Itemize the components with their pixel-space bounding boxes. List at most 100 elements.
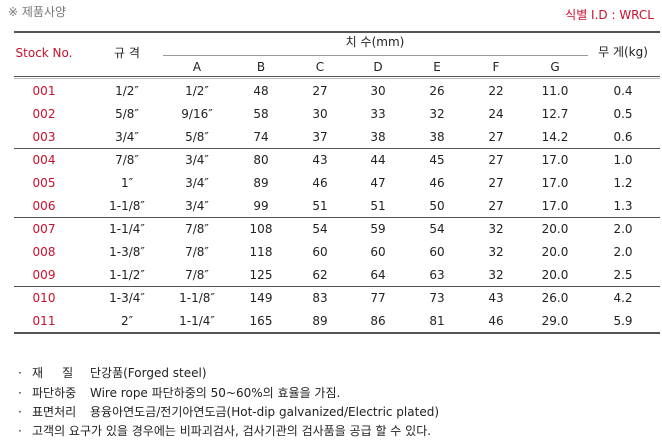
cell: 20.0 <box>541 268 569 282</box>
cell: 48 <box>253 84 269 98</box>
cell: 26.0 <box>541 291 569 305</box>
cell: 22 <box>488 84 504 98</box>
cell: 1.3 <box>613 199 633 213</box>
cell: 4.2 <box>613 291 633 305</box>
cell: 2″ <box>120 314 134 328</box>
cell: 81 <box>429 314 445 328</box>
cell: 45 <box>429 153 445 167</box>
cell: 12.7 <box>541 107 569 121</box>
cell: 46 <box>429 176 445 190</box>
header-dim-col: F <box>492 60 500 74</box>
bullet: · <box>18 405 22 419</box>
cell: 54 <box>312 222 328 236</box>
cell: 004 <box>32 153 56 167</box>
header-divider <box>163 55 588 56</box>
cell: 149 <box>249 291 273 305</box>
cell: 89 <box>312 314 328 328</box>
cell: 125 <box>249 268 273 282</box>
bullet: · <box>18 424 22 438</box>
group-border <box>14 148 660 149</box>
cell: 17.0 <box>541 199 569 213</box>
cell: 58 <box>253 107 269 121</box>
cell: 1″ <box>120 176 134 190</box>
cell: 7/8″ <box>185 268 209 282</box>
cell: 77 <box>370 291 386 305</box>
header-bottom-border <box>14 76 660 77</box>
cell: 5/8″ <box>115 107 139 121</box>
cell: 1.0 <box>613 153 633 167</box>
note-text: 고객의 요구가 있을 경우에는 비파괴검사, 검사기관의 검사품을 공급 할 수… <box>32 424 432 438</box>
cell: 5/8″ <box>185 130 209 144</box>
section-title: ※ 제품사양 <box>8 5 67 19</box>
cell: 108 <box>249 222 273 236</box>
cell: 24 <box>488 107 504 121</box>
cell: 27 <box>488 130 504 144</box>
header-dim-col: C <box>315 60 325 74</box>
cell: 165 <box>249 314 273 328</box>
note-label: 재 질 <box>32 366 74 380</box>
cell: 1.2 <box>613 176 633 190</box>
cell: 2.0 <box>613 222 633 236</box>
cell: 33 <box>370 107 386 121</box>
cell: 51 <box>312 199 328 213</box>
cell: 7/8″ <box>185 222 209 236</box>
cell: 011 <box>32 314 56 328</box>
cell: 1-1/8″ <box>179 291 215 305</box>
cell: 51 <box>370 199 386 213</box>
cell: 006 <box>32 199 56 213</box>
cell: 009 <box>32 268 56 282</box>
header-bottom-border <box>14 78 660 79</box>
cell: 0.4 <box>613 84 633 98</box>
cell: 26 <box>429 84 445 98</box>
cell: 1-1/8″ <box>109 199 145 213</box>
cell: 46 <box>312 176 328 190</box>
cell: 30 <box>312 107 328 121</box>
cell: 27 <box>312 84 328 98</box>
cell: 20.0 <box>541 222 569 236</box>
cell: 9/16″ <box>181 107 213 121</box>
cell: 32 <box>488 268 504 282</box>
group-border <box>14 332 660 334</box>
cell: 007 <box>32 222 56 236</box>
cell: 1-1/2″ <box>109 268 145 282</box>
cell: 50 <box>429 199 445 213</box>
cell: 59 <box>370 222 386 236</box>
cell: 001 <box>32 84 56 98</box>
cell: 32 <box>488 222 504 236</box>
cell: 63 <box>429 268 445 282</box>
header-spec: 규 격 <box>114 46 140 60</box>
header-dim-col: B <box>256 60 266 74</box>
cell: 1/2″ <box>115 84 139 98</box>
note-text: 용융아연도금/전기아연도금(Hot-dip galvanized/Electri… <box>90 405 440 419</box>
cell: 003 <box>32 130 56 144</box>
cell: 0.5 <box>613 107 633 121</box>
group-border <box>14 286 660 287</box>
cell: 43 <box>488 291 504 305</box>
group-border <box>14 217 660 218</box>
cell: 30 <box>370 84 386 98</box>
cell: 27 <box>488 176 504 190</box>
cell: 54 <box>429 222 445 236</box>
cell: 3/4″ <box>185 176 209 190</box>
header-dim-col: D <box>373 60 383 74</box>
cell: 29.0 <box>541 314 569 328</box>
cell: 2.0 <box>613 245 633 259</box>
cell: 0.6 <box>613 130 633 144</box>
cell: 20.0 <box>541 245 569 259</box>
cell: 1-3/8″ <box>109 245 145 259</box>
table-top-border <box>14 31 660 33</box>
cell: 14.2 <box>541 130 569 144</box>
note-label: 파단하중 <box>32 386 77 400</box>
cell: 008 <box>32 245 56 259</box>
bullet: · <box>18 386 22 400</box>
header-weight: 무 게(kg) <box>598 45 648 59</box>
cell: 1-1/4″ <box>179 314 215 328</box>
id-label: 식별 I.D : WRCL <box>565 8 654 22</box>
note-text: 단강품(Forged steel) <box>90 366 207 380</box>
cell: 60 <box>370 245 386 259</box>
cell: 5.9 <box>613 314 633 328</box>
cell: 43 <box>312 153 328 167</box>
header-dim-col: G <box>550 60 560 74</box>
cell: 60 <box>429 245 445 259</box>
